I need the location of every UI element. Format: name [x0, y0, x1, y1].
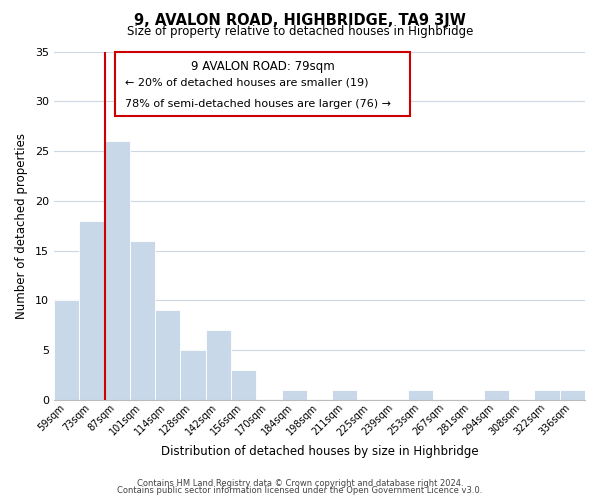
- Bar: [231, 370, 256, 400]
- Text: Size of property relative to detached houses in Highbridge: Size of property relative to detached ho…: [127, 25, 473, 38]
- Bar: [560, 390, 585, 400]
- Bar: [181, 350, 206, 400]
- Y-axis label: Number of detached properties: Number of detached properties: [15, 132, 28, 318]
- Bar: [281, 390, 307, 400]
- Bar: [130, 240, 155, 400]
- Bar: [535, 390, 560, 400]
- Bar: [206, 330, 231, 400]
- FancyBboxPatch shape: [115, 52, 410, 116]
- X-axis label: Distribution of detached houses by size in Highbridge: Distribution of detached houses by size …: [161, 444, 478, 458]
- Bar: [155, 310, 181, 400]
- Bar: [332, 390, 358, 400]
- Text: Contains public sector information licensed under the Open Government Licence v3: Contains public sector information licen…: [118, 486, 482, 495]
- Bar: [104, 141, 130, 400]
- Bar: [54, 300, 79, 400]
- Text: 9, AVALON ROAD, HIGHBRIDGE, TA9 3JW: 9, AVALON ROAD, HIGHBRIDGE, TA9 3JW: [134, 12, 466, 28]
- Bar: [79, 220, 104, 400]
- Text: 78% of semi-detached houses are larger (76) →: 78% of semi-detached houses are larger (…: [125, 100, 391, 110]
- Bar: [484, 390, 509, 400]
- Text: 9 AVALON ROAD: 79sqm: 9 AVALON ROAD: 79sqm: [191, 60, 334, 73]
- Text: Contains HM Land Registry data © Crown copyright and database right 2024.: Contains HM Land Registry data © Crown c…: [137, 478, 463, 488]
- Bar: [408, 390, 433, 400]
- Text: ← 20% of detached houses are smaller (19): ← 20% of detached houses are smaller (19…: [125, 78, 368, 88]
